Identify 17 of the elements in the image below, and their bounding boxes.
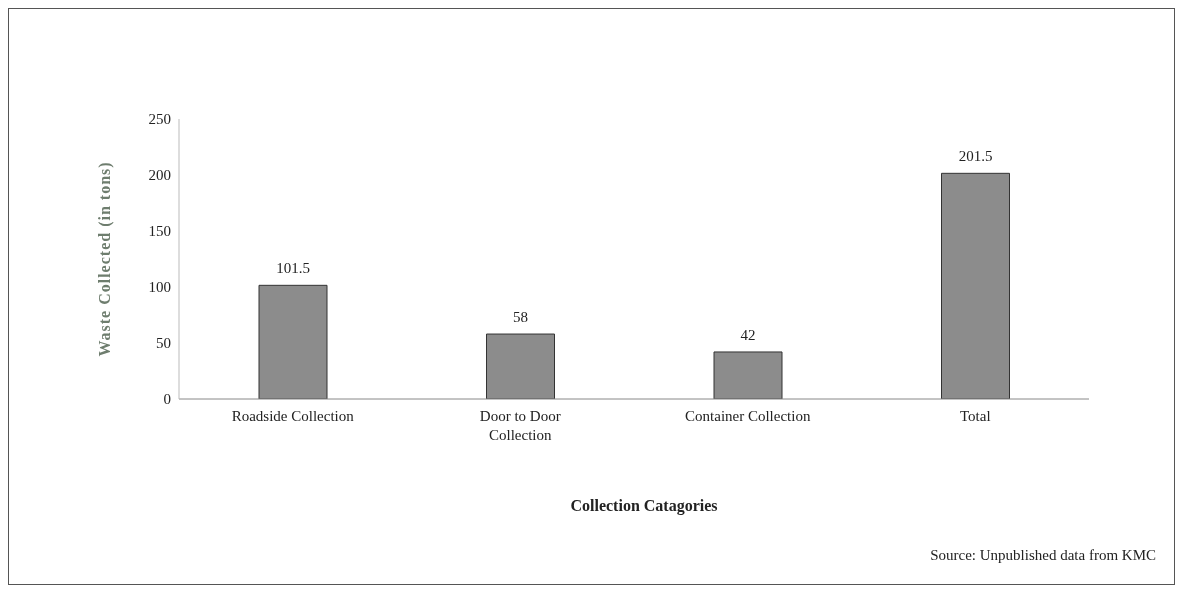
data-label: 58 <box>513 309 528 326</box>
x-tick-label: Door to Door Collection <box>479 408 561 443</box>
y-axis-title: Waste Collected (in tons) <box>95 161 114 357</box>
x-axis-title: Collection Catagories <box>569 497 719 515</box>
y-tick-label: 200 <box>148 167 171 184</box>
y-tick-label: 100 <box>148 279 171 296</box>
y-tick-label: 0 <box>163 391 171 408</box>
x-tick-label: Total <box>959 408 991 424</box>
x-tick-label: Container Collection <box>685 408 811 424</box>
x-tick-label: Roadside Collection <box>231 408 355 424</box>
y-tick-label: 50 <box>156 335 171 352</box>
source-note: Source: Unpublished data from KMC <box>930 547 1156 564</box>
data-label: 101.5 <box>276 260 310 277</box>
data-label: 201.5 <box>958 148 993 165</box>
data-label: 42 <box>740 326 756 343</box>
y-tick-label: 150 <box>148 223 171 240</box>
y-tick-label: 250 <box>148 111 171 128</box>
